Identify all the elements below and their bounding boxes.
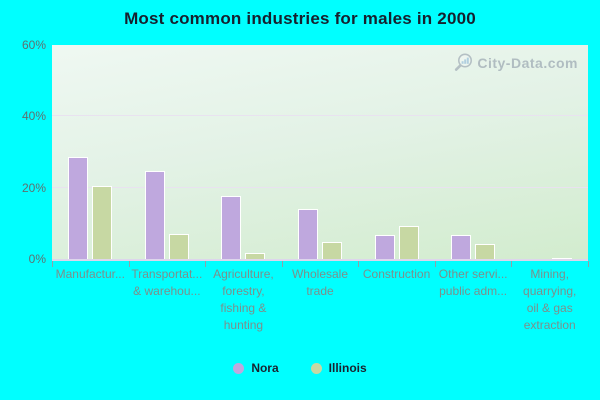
x-axis-label-2: Agriculture, forestry, fishing & hunting xyxy=(213,267,274,332)
x-axis-label-5: Other servi... public adm... xyxy=(438,267,508,298)
bar-nora-5 xyxy=(451,234,472,259)
x-axis-tick-5 xyxy=(434,261,436,267)
bar-illinois-6 xyxy=(551,257,572,259)
x-axis-label-6: Mining, quarrying, oil & gas extraction xyxy=(523,267,577,332)
y-axis-label-0: 0% xyxy=(28,252,46,266)
x-axis-tick-1 xyxy=(128,261,130,267)
chart-title: Most common industries for males in 2000 xyxy=(124,9,476,28)
x-axis-label-0: Manufactur... xyxy=(55,267,125,281)
bar-illinois-2 xyxy=(245,252,266,259)
legend-item-illinois: Illinois xyxy=(310,361,367,375)
legend-label-illinois: Illinois xyxy=(328,361,367,375)
legend-item-nora: Nora xyxy=(233,361,279,375)
y-axis-label-40: 40% xyxy=(21,109,46,124)
legend: Nora Illinois xyxy=(0,361,600,375)
x-axis-label-3: Wholesale trade xyxy=(291,267,349,298)
plot-area: City-Data.com xyxy=(52,45,588,259)
bar-illinois-1 xyxy=(168,234,189,259)
bar-nora-2 xyxy=(221,196,242,259)
bar-illinois-5 xyxy=(475,244,496,259)
x-axis-line xyxy=(52,259,588,261)
x-axis-tick-7 xyxy=(588,261,589,267)
x-axis-label-1: Transportat... & warehou... xyxy=(131,267,203,298)
legend-label-nora: Nora xyxy=(251,361,279,375)
bar-nora-0 xyxy=(68,157,89,259)
watermark: City-Data.com xyxy=(453,52,578,73)
watermark-text: City-Data.com xyxy=(477,54,578,71)
bar-nora-4 xyxy=(374,234,395,259)
x-axis-tick-4 xyxy=(358,261,360,267)
y-axis-label-20: 20% xyxy=(21,180,46,195)
x-axis-label-4: Construction xyxy=(362,267,431,281)
bar-illinois-4 xyxy=(398,225,419,259)
illinois-color-swatch xyxy=(310,362,322,374)
x-axis-tick-3 xyxy=(281,261,283,267)
x-axis-tick-2 xyxy=(205,261,207,267)
x-axis-tick-6 xyxy=(511,261,513,267)
bar-nora-1 xyxy=(144,171,165,259)
magnifier-chart-icon xyxy=(455,53,473,71)
x-axis-tick-0 xyxy=(52,261,53,267)
gridline-40 xyxy=(52,115,588,117)
y-axis-label-60: 60% xyxy=(21,38,46,52)
bar-illinois-3 xyxy=(322,242,342,259)
nora-color-swatch xyxy=(233,362,245,374)
bar-illinois-0 xyxy=(92,185,113,259)
bar-nora-3 xyxy=(298,209,318,259)
gridline-20 xyxy=(52,186,588,188)
